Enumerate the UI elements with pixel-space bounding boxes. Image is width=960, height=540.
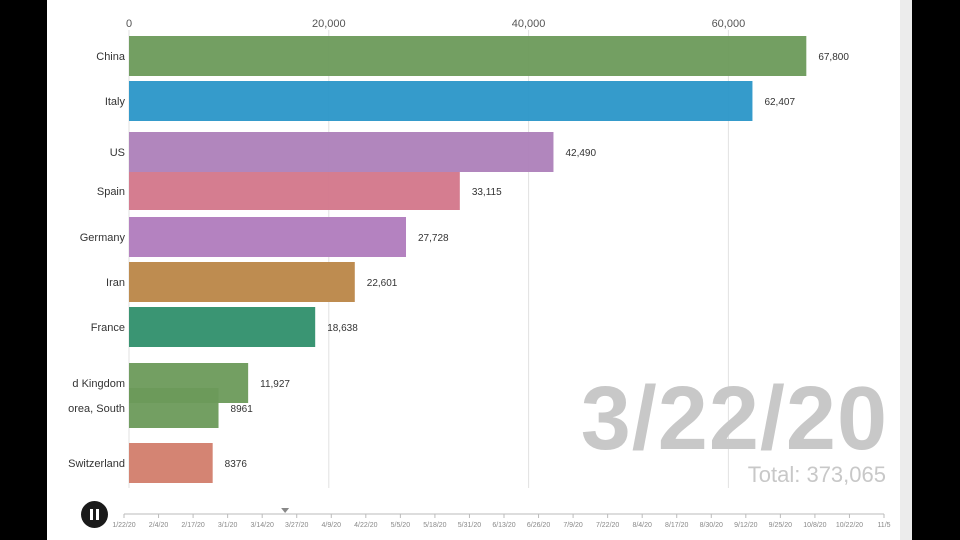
category-label: Spain — [97, 186, 125, 198]
value-label: 33,115 — [472, 187, 502, 198]
timeline-label: 3/27/20 — [285, 522, 308, 529]
timeline-label: 3/14/20 — [251, 522, 274, 529]
bars — [129, 36, 807, 483]
value-label: 22,601 — [367, 278, 398, 289]
current-date-label: 3/22/20 — [580, 369, 888, 469]
value-label: 42,490 — [565, 148, 596, 159]
timeline-label: 4/22/20 — [354, 522, 377, 529]
category-labels: China Italy US Spain Germany Iran France d King… — [68, 51, 126, 470]
timeline-label: 4/9/20 — [322, 522, 342, 529]
category-label: US — [110, 147, 125, 159]
bar — [129, 217, 407, 257]
bar — [129, 81, 753, 121]
category-label: Switzerland — [68, 458, 125, 470]
bar — [129, 262, 355, 302]
bar — [129, 132, 554, 172]
timeline-label: 10/8/20 — [803, 522, 826, 529]
value-label: 11,927 — [260, 379, 290, 390]
value-labels: 67,800 62,407 42,490 33,115 27,728 22,601 18,6… — [225, 52, 850, 470]
bar — [129, 388, 219, 428]
total-label: Total: 373,065 — [747, 462, 886, 487]
bar — [129, 443, 213, 483]
timeline-handle[interactable] — [281, 508, 290, 513]
scrollbar-strip — [900, 0, 912, 540]
timeline-label: 8/30/20 — [700, 522, 723, 529]
x-tick-label: 40,000 — [512, 18, 546, 30]
category-label: d Kingdom — [72, 378, 125, 390]
timeline-label: 3/1/20 — [218, 522, 238, 529]
bar — [129, 36, 807, 76]
x-tick-label: 0 — [126, 18, 132, 30]
category-label: Italy — [105, 96, 126, 108]
timeline-label: 9/12/20 — [734, 522, 757, 529]
timeline-label: 10/22/20 — [836, 522, 863, 529]
timeline-label: 8/4/20 — [632, 522, 652, 529]
timeline-label: 2/17/20 — [181, 522, 204, 529]
timeline-label: 8/17/20 — [665, 522, 688, 529]
timeline-label: 9/25/20 — [769, 522, 792, 529]
pause-button[interactable] — [81, 501, 108, 528]
category-label: Iran — [106, 277, 125, 289]
value-label: 8961 — [231, 404, 254, 415]
category-label: Germany — [80, 232, 126, 244]
timeline-label: 6/26/20 — [527, 522, 550, 529]
value-label: 62,407 — [764, 97, 795, 108]
pause-icon — [90, 509, 93, 520]
x-tick-label: 20,000 — [312, 18, 346, 30]
timeline-axis: 1/22/20 2/4/20 2/17/20 3/1/20 3/14/20 3/27/20… — [112, 508, 891, 529]
timeline-label: 11/5 — [877, 522, 890, 529]
bar — [129, 307, 316, 347]
category-label: orea, South — [68, 403, 125, 415]
value-label: 67,800 — [818, 52, 849, 63]
x-axis-ticks: 0 20,000 40,000 60,000 — [126, 18, 745, 30]
timeline-label: 1/22/20 — [112, 522, 135, 529]
value-label: 27,728 — [418, 233, 449, 244]
timeline-label: 7/9/20 — [563, 522, 583, 529]
timeline-label: 5/31/20 — [458, 522, 481, 529]
timeline-label: 7/22/20 — [596, 522, 619, 529]
timeline-label: 6/13/20 — [492, 522, 515, 529]
value-label: 18,638 — [327, 323, 358, 334]
timeline-label: 5/5/20 — [391, 522, 411, 529]
bar — [129, 172, 460, 210]
category-label: China — [96, 51, 126, 63]
category-label: France — [91, 322, 125, 334]
pause-icon-bar — [96, 509, 99, 520]
value-label: 8376 — [225, 459, 248, 470]
timeline-label: 5/18/20 — [423, 522, 446, 529]
timeline-label: 2/4/20 — [149, 522, 169, 529]
x-tick-label: 60,000 — [712, 18, 746, 30]
